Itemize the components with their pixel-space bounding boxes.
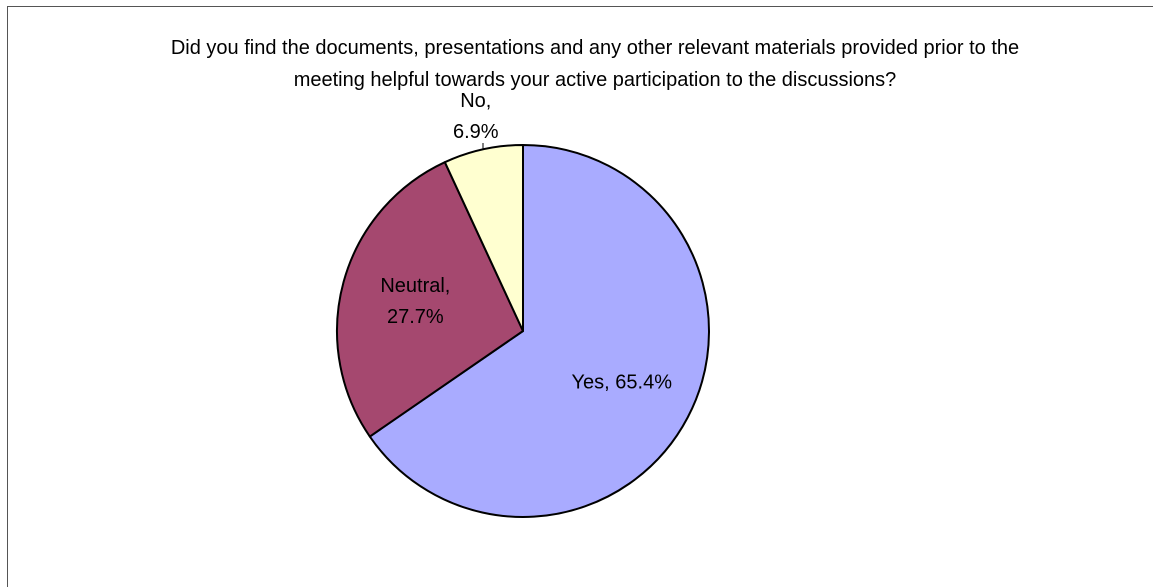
pie-slice: [443, 144, 524, 332]
chart-title: Did you find the documents, presentation…: [170, 37, 1020, 91]
data-label: No, 6.9%: [452, 89, 499, 143]
data-label: Neutral, 27.7%: [380, 274, 451, 328]
chart: [336, 143, 710, 518]
pie-slice: [368, 144, 710, 518]
page: Did you find the documents, presentation…: [7, 6, 1153, 587]
chart-frame: [7, 6, 1153, 587]
data-label: Yes, 65.4%: [571, 371, 673, 394]
